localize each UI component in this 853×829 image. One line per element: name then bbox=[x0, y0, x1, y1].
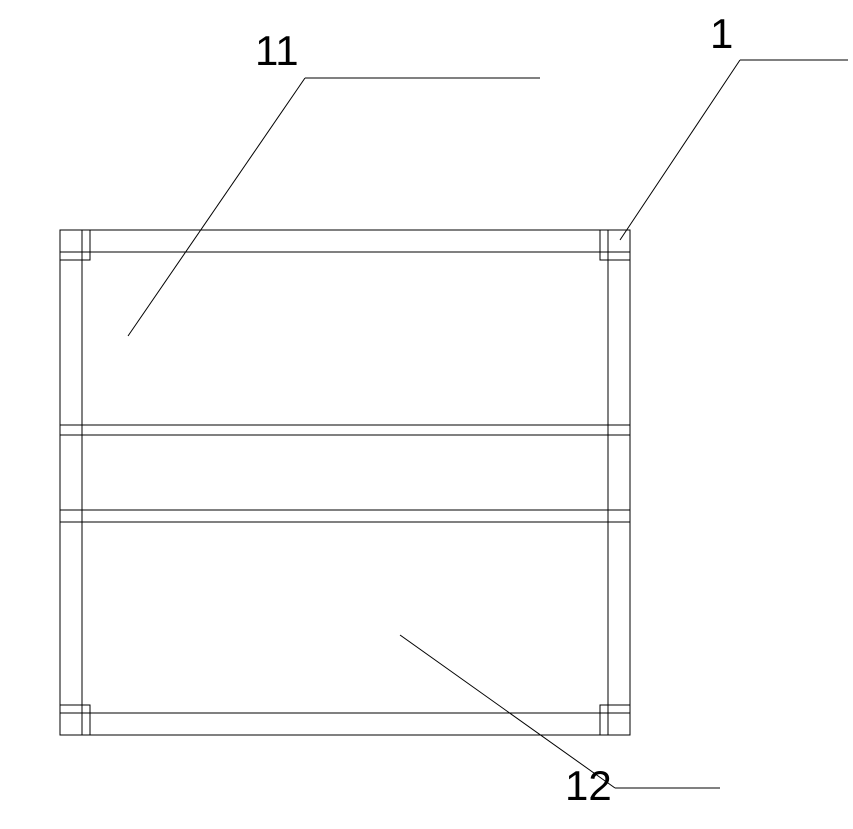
corner-bottom-left bbox=[60, 705, 90, 735]
leader-1-1 bbox=[620, 60, 740, 240]
technical-diagram: 11112 bbox=[0, 0, 853, 829]
label-1: 1 bbox=[710, 10, 733, 57]
label-11: 11 bbox=[255, 27, 299, 74]
label-12: 12 bbox=[565, 762, 612, 809]
outer-frame bbox=[60, 230, 630, 735]
corner-top-right bbox=[600, 230, 630, 260]
leader-11-1 bbox=[128, 78, 305, 336]
corner-bottom-right bbox=[600, 705, 630, 735]
corner-top-left bbox=[60, 230, 90, 260]
